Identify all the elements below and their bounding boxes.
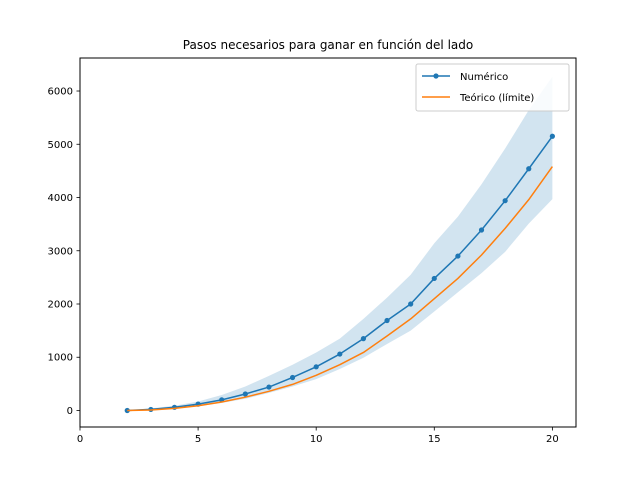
series-0-point <box>478 227 485 233</box>
y-tick-label: 6000 <box>48 87 73 98</box>
x-tick-label: 5 <box>195 434 201 445</box>
series-line-1 <box>127 166 553 412</box>
y-tick-label: 3000 <box>48 246 73 257</box>
legend-label-0: Numérico <box>460 71 508 83</box>
series-0-point <box>313 364 319 370</box>
y-tick-label: 2000 <box>48 300 73 311</box>
series-0-point <box>455 253 461 259</box>
series-0-point <box>384 317 390 324</box>
y-tick-label: 5000 <box>48 140 73 151</box>
y-tick-label: 4000 <box>48 193 73 204</box>
x-tick-label: 15 <box>428 434 441 445</box>
axes-frame <box>79 57 577 428</box>
x-tick-label: 0 <box>77 434 83 445</box>
legend: Numérico Teórico (límite) <box>415 63 570 112</box>
series-0-point <box>502 198 508 204</box>
series-0-point <box>526 166 532 172</box>
y-tick-label: 0 <box>67 406 73 417</box>
series-0-point <box>549 133 555 139</box>
y-tick-label: 1000 <box>48 353 73 364</box>
legend-box <box>415 63 570 112</box>
y-axis: 0 1000 2000 3000 4000 5000 6000 <box>48 87 80 417</box>
chart-title: Pasos necesarios para ganar en función d… <box>183 38 473 52</box>
series-0-point <box>360 336 367 342</box>
x-tick-label: 10 <box>310 434 323 445</box>
series-0-point <box>266 384 272 390</box>
confidence-band <box>127 76 553 411</box>
x-axis: 0 5 10 15 20 <box>77 427 559 445</box>
series-0-point <box>408 301 414 307</box>
series-0-point <box>337 351 343 357</box>
series-0-point <box>431 275 437 282</box>
series-0-point <box>242 391 248 397</box>
series-0-point <box>289 374 296 381</box>
plot-area <box>124 76 555 414</box>
legend-label-1: Teórico (límite) <box>459 92 534 104</box>
x-tick-label: 20 <box>546 434 559 445</box>
legend-marker-0 <box>433 73 439 79</box>
